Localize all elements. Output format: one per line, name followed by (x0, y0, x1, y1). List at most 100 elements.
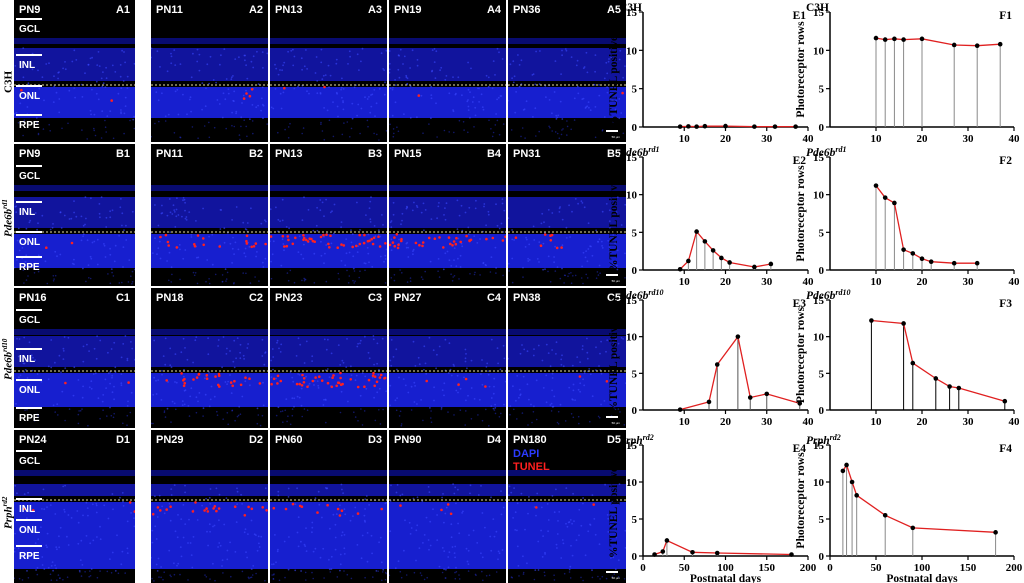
panel-id-label: A1 (115, 4, 130, 16)
data-point (854, 493, 859, 498)
y-tick-label: 0 (632, 405, 638, 417)
data-point (710, 248, 716, 253)
panel-day-label: PN13 (275, 148, 303, 160)
chart-panel-id: F1 (999, 10, 1012, 22)
micrograph-A2: PN11 A2 (151, 0, 268, 142)
panel-id-label: D5 (606, 434, 621, 446)
layer-line (16, 256, 42, 258)
chart-panel-id: E4 (793, 443, 807, 455)
x-tick-label: 200 (800, 562, 817, 574)
layer-line (16, 309, 42, 311)
x-tick-label: 100 (914, 562, 931, 574)
x-tick-label: 20 (917, 276, 929, 288)
micrograph-image (389, 430, 506, 583)
data-point (869, 318, 874, 323)
x-tick-label: 30 (761, 416, 773, 428)
panel-id-label: C5 (606, 292, 621, 304)
micrograph-image (508, 430, 626, 583)
micrograph-A4: PN19 A4 (389, 0, 506, 142)
layer-line (16, 231, 42, 233)
panel-day-label: PN23 (275, 292, 303, 304)
layer-label-onl: ONL (19, 525, 41, 536)
panel-day-label: PN19 (394, 4, 422, 16)
y-tick-label: 5 (632, 514, 638, 526)
y-axis-label: Photoreceptor rows (795, 306, 807, 403)
layer-label-onl: ONL (19, 237, 41, 248)
panel-id-label: B5 (606, 148, 621, 160)
panel-day-label: PN16 (19, 292, 47, 304)
layer-line (16, 519, 42, 521)
data-point (789, 552, 794, 557)
series-line (871, 319, 1005, 402)
panel-id-label: D4 (486, 434, 501, 446)
micrograph-image (508, 144, 626, 286)
layer-line (16, 407, 42, 409)
series-line (679, 335, 800, 411)
x-tick-label: 30 (963, 133, 975, 145)
chart-F2: 0 5 10 15 10 20 30 40 Photoreceptor rows Pde6brd1… (795, 145, 1020, 288)
layer-line (16, 450, 42, 452)
panel-id-label: A2 (248, 4, 263, 16)
data-point (677, 124, 683, 129)
chart-title: Prphrd2 (619, 433, 654, 447)
data-point (686, 258, 691, 264)
panel-day-label: PN15 (394, 148, 422, 160)
y-tick-label: 15 (813, 152, 825, 164)
panel-id-label: C4 (486, 292, 501, 304)
chart-panel-id: F2 (999, 155, 1012, 167)
layer-label-onl: ONL (19, 385, 41, 396)
x-tick-label: 10 (679, 416, 691, 428)
chart-title: C3H (806, 2, 829, 14)
legend-dapi: DAPI (513, 448, 540, 460)
chart-title-name: Pde6b (806, 147, 836, 159)
layer-label-inl: INL (19, 207, 36, 218)
panel-day-label: PN13 (275, 4, 303, 16)
y-tick-label: 5 (632, 227, 638, 239)
x-axis-label: Postnatal days (886, 573, 958, 583)
data-point (974, 260, 980, 266)
micrograph-image (270, 288, 387, 428)
panel-id-label: B3 (367, 148, 382, 160)
layer-label-rpe: RPE (19, 551, 40, 562)
x-tick-label: 30 (761, 276, 773, 288)
layer-line (16, 165, 42, 167)
legend-tunel: TUNEL (513, 461, 550, 473)
data-point (882, 195, 888, 200)
data-point (690, 550, 695, 555)
micrograph-image (389, 144, 506, 286)
chart-title-allele: rd2 (643, 433, 654, 442)
micrograph-D4: PN90 D4 (389, 430, 506, 583)
data-point (714, 362, 720, 367)
chart-title: Prphrd2 (806, 433, 841, 447)
micrograph-image (14, 0, 135, 142)
data-point (892, 36, 897, 42)
data-point (793, 124, 798, 129)
x-tick-label: 20 (917, 416, 929, 428)
x-tick-label: 0 (827, 562, 833, 574)
chart-panel-id: E2 (793, 155, 807, 167)
micrograph-B2: PN11 B2 (151, 144, 268, 286)
panel-id-label: B2 (248, 148, 263, 160)
panel-day-label: PN31 (513, 148, 541, 160)
y-tick-label: 5 (632, 368, 638, 380)
data-point (747, 395, 753, 400)
layer-label-gcl: GCL (19, 171, 41, 182)
data-point (735, 334, 741, 339)
panel-id-label: A3 (367, 4, 382, 16)
scale-bar-text: 50 μm (611, 135, 620, 139)
data-point (882, 37, 888, 42)
chart-title-allele: rd2 (830, 433, 841, 442)
chart-title-allele: rd1 (835, 145, 846, 154)
micrograph-image (270, 430, 387, 583)
x-tick-label: 40 (1009, 133, 1021, 145)
series-line (842, 463, 996, 533)
micrograph-A1: PN9 A1 (14, 0, 135, 142)
micrograph-B1: PN9 B1 (14, 144, 135, 286)
x-tick-label: 0 (640, 562, 646, 574)
y-tick-label: 0 (632, 551, 638, 563)
x-tick-label: 10 (871, 133, 883, 145)
y-tick-label: 0 (819, 265, 825, 277)
scale-bar-text: 50 μm (611, 576, 620, 580)
data-point (752, 124, 757, 129)
